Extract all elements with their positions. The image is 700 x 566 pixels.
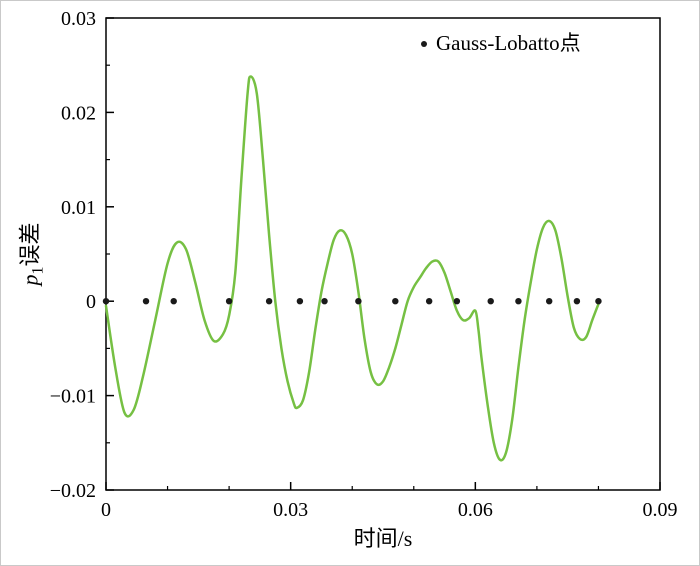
plot-frame — [105, 17, 661, 491]
x-tick-label: 0 — [101, 499, 111, 521]
x-tick-label: 0.03 — [273, 499, 308, 521]
x-axis-label: 时间/s — [353, 526, 413, 551]
gauss-lobatto-point — [225, 298, 233, 305]
legend: Gauss-Lobatto点 — [421, 31, 581, 56]
gauss-lobatto-point — [296, 298, 304, 305]
y-axis-label-text: 误差 — [17, 222, 43, 267]
gauss-lobatto-point — [487, 298, 494, 305]
gauss-lobatto-point — [265, 298, 273, 305]
gauss-lobatto-point — [392, 298, 399, 305]
y-tick-label: 0.02 — [61, 102, 96, 124]
legend-label: Gauss-Lobatto点 — [436, 31, 581, 55]
gauss-lobatto-point — [425, 298, 433, 305]
gauss-lobatto-point — [453, 298, 461, 305]
y-axis-label-variable: p — [17, 274, 43, 286]
y-tick-label: 0.01 — [61, 197, 96, 219]
gauss-lobatto-point — [355, 298, 362, 305]
gauss-lobatto-point — [573, 298, 581, 305]
gauss-lobatto-point — [142, 298, 150, 305]
y-tick-label: −0.02 — [50, 480, 96, 502]
x-tick-label: 0.06 — [458, 499, 493, 521]
gauss-lobatto-point — [515, 298, 522, 305]
y-axis-label: p1误差 — [12, 223, 47, 286]
y-tick-label: 0.03 — [61, 8, 96, 30]
gauss-lobatto-point — [595, 298, 602, 305]
gauss-lobatto-point — [170, 298, 177, 305]
gauss-lobatto-point — [546, 298, 553, 305]
gauss-lobatto-point — [102, 298, 110, 305]
x-tick-label: 0.09 — [643, 499, 678, 521]
y-axis-label-subscript: 1 — [29, 266, 47, 275]
legend-marker-dot-icon — [421, 40, 427, 47]
y-tick-label: 0 — [86, 291, 96, 313]
gauss-lobatto-point — [321, 298, 328, 305]
y-tick-label: −0.01 — [50, 386, 96, 408]
error-curve — [104, 75, 600, 462]
